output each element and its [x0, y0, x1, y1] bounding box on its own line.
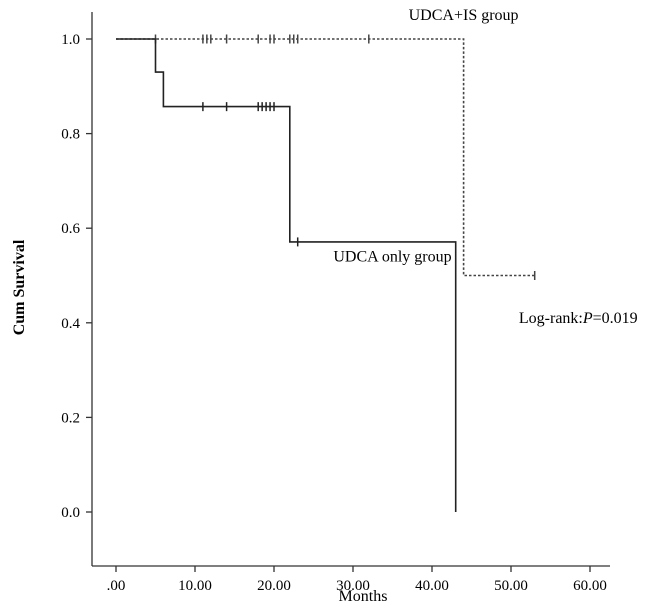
x-axis-title: Months: [339, 588, 388, 605]
x-tick-label: 10.00: [178, 578, 212, 594]
x-ticks: .00 10.00 20.00 30.00 40.00 50.00 60.00: [107, 566, 607, 594]
log-rank-value: =0.019: [593, 310, 638, 327]
x-tick-label: 40.00: [415, 578, 449, 594]
x-tick-label: 30.00: [336, 578, 370, 594]
y-tick-label: 1.0: [61, 32, 80, 48]
y-tick-label: 0.2: [61, 410, 80, 426]
annotation-udca-is-group: UDCA+IS group: [409, 7, 519, 24]
series-line-udca-is-group: [116, 38, 535, 277]
annotation-udca-only-group: UDCA only group: [333, 248, 451, 265]
x-tick-label: 60.00: [573, 578, 607, 594]
x-tick-label: 50.00: [494, 578, 528, 594]
log-rank-prefix: Log-rank:: [519, 310, 583, 327]
x-tick-label: 20.00: [257, 578, 291, 594]
series-group: [116, 34, 536, 512]
annotation-log-rank-p: Log-rank:P=0.019: [519, 310, 638, 327]
x-tick-label: .00: [107, 578, 126, 594]
y-tick-label: 0.0: [61, 505, 80, 521]
axes: [91, 12, 610, 567]
y-tick-label: 0.4: [61, 316, 80, 332]
annotations: UDCA+IS group UDCA only group Log-rank:P…: [333, 7, 637, 327]
y-tick-label: 0.6: [61, 221, 80, 237]
y-tick-label: 0.8: [61, 127, 80, 143]
y-axis-title: Cum Survival: [11, 239, 28, 335]
log-rank-p-symbol: P: [582, 310, 593, 327]
series-line-udca-only-group: [116, 38, 457, 512]
y-ticks: 0.0 0.2 0.4 0.6 0.8 1.0: [61, 32, 92, 521]
